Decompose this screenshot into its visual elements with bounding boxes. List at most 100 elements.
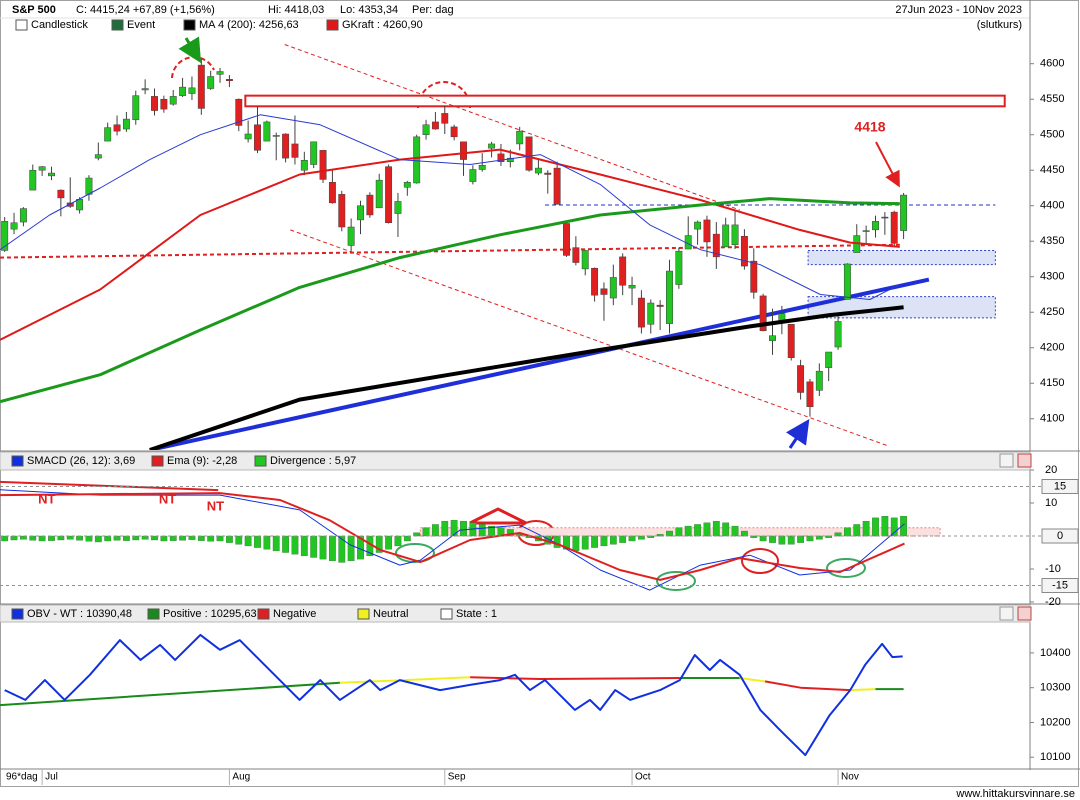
candle-body — [769, 335, 776, 341]
low: Lo: 4353,34 — [340, 4, 398, 16]
candle-body — [900, 194, 908, 231]
histogram-bar — [853, 524, 861, 537]
candle-body — [160, 98, 168, 110]
y-tick-label: 4200 — [1040, 342, 1064, 354]
histogram-bar — [778, 535, 786, 545]
histogram-bar — [394, 535, 402, 547]
candle-body — [637, 297, 645, 328]
candle-body — [85, 177, 93, 195]
candle-body — [310, 141, 318, 165]
histogram-bar — [638, 535, 645, 540]
trendline — [149, 277, 930, 450]
candle-body — [10, 222, 18, 230]
state-line — [0, 677, 904, 707]
zone — [244, 94, 1006, 108]
y-tick-label: 4350 — [1040, 235, 1064, 247]
histogram-bar — [235, 535, 243, 545]
candle-body — [834, 321, 842, 348]
quote: C: 4415,24 +67,89 (+1,56%) — [76, 4, 215, 16]
y-tick-label: 4500 — [1040, 129, 1064, 141]
candle-body — [19, 208, 27, 223]
y-tick-label: 4450 — [1040, 164, 1064, 176]
trendline — [0, 480, 219, 492]
y-tick-label: -10 — [1045, 563, 1061, 575]
candle-body — [179, 86, 187, 96]
y-tick-label: 10 — [1045, 497, 1057, 509]
close-icon[interactable] — [1017, 453, 1032, 468]
y-tick-label: 10400 — [1040, 647, 1071, 659]
histogram-bar — [272, 535, 280, 552]
triangle — [469, 507, 527, 525]
histogram-bar — [815, 535, 823, 540]
histogram-bar — [38, 535, 46, 542]
candle-body — [328, 182, 336, 204]
histogram-bar — [572, 535, 580, 552]
histogram-bar — [797, 535, 804, 543]
indicator-line — [0, 492, 905, 581]
candle-body — [244, 133, 252, 140]
histogram-bar — [703, 522, 711, 537]
histogram-bar — [591, 535, 598, 548]
y-tick-label: 10300 — [1040, 682, 1071, 694]
candle-body — [553, 167, 561, 205]
arrow — [786, 419, 810, 449]
symbol: S&P 500 — [12, 4, 56, 16]
legend-swatch — [15, 19, 28, 31]
annotations — [171, 36, 900, 591]
candle-body — [600, 288, 608, 295]
y-tick-label: 4600 — [1040, 58, 1064, 70]
candle-body — [862, 230, 870, 232]
candle-body — [460, 141, 467, 160]
candle-body — [843, 263, 851, 300]
candle-body — [366, 194, 374, 216]
histogram-bar — [422, 527, 430, 537]
plot-area — [0, 44, 1006, 450]
candle-body — [188, 87, 196, 94]
legend-label: Neutral — [373, 608, 408, 620]
y-tick-label: 4150 — [1040, 377, 1064, 389]
x-tick-label: Nov — [841, 772, 859, 783]
histogram-bar — [806, 535, 814, 542]
plot-area — [0, 633, 904, 757]
obv-line — [4, 633, 903, 757]
candle-body — [722, 224, 730, 248]
settings-icon[interactable] — [999, 453, 1014, 468]
close-icon[interactable] — [1017, 606, 1032, 621]
histogram-bar — [666, 530, 673, 537]
candle-body — [431, 121, 439, 130]
trendline — [0, 243, 900, 259]
state-line — [339, 676, 876, 692]
candle-body — [1, 221, 9, 251]
candle-body — [750, 260, 758, 293]
histogram-bar — [769, 535, 776, 543]
candle-body — [478, 164, 486, 170]
legend-label: GKraft : 4260,90 — [342, 19, 423, 31]
level-label: 15 — [1054, 480, 1066, 492]
trendline — [290, 229, 890, 447]
candle-body — [375, 179, 383, 209]
date-range: 27Jun 2023 - 10Nov 2023 — [895, 4, 1022, 16]
histogram-bar — [329, 535, 336, 561]
candle-body — [66, 202, 74, 207]
legend-swatch — [11, 455, 24, 467]
candle-body — [872, 221, 879, 231]
histogram-bar — [478, 524, 486, 537]
legend-swatch — [326, 19, 339, 31]
candle-body — [787, 324, 795, 358]
callout: 4418 — [854, 119, 885, 135]
histogram-bar — [300, 535, 308, 557]
candle-body — [525, 136, 533, 171]
annotation-label: NT — [38, 491, 55, 506]
candle-body — [57, 189, 65, 199]
candle-body — [291, 143, 299, 158]
y-tick-label: 4100 — [1040, 413, 1064, 425]
candle-body — [890, 211, 898, 244]
settings-icon[interactable] — [999, 606, 1014, 621]
histogram-bar — [244, 535, 252, 547]
candle-body — [666, 270, 673, 324]
histogram-bar — [179, 535, 186, 541]
level-box — [1041, 528, 1079, 544]
candle-body — [422, 124, 430, 135]
